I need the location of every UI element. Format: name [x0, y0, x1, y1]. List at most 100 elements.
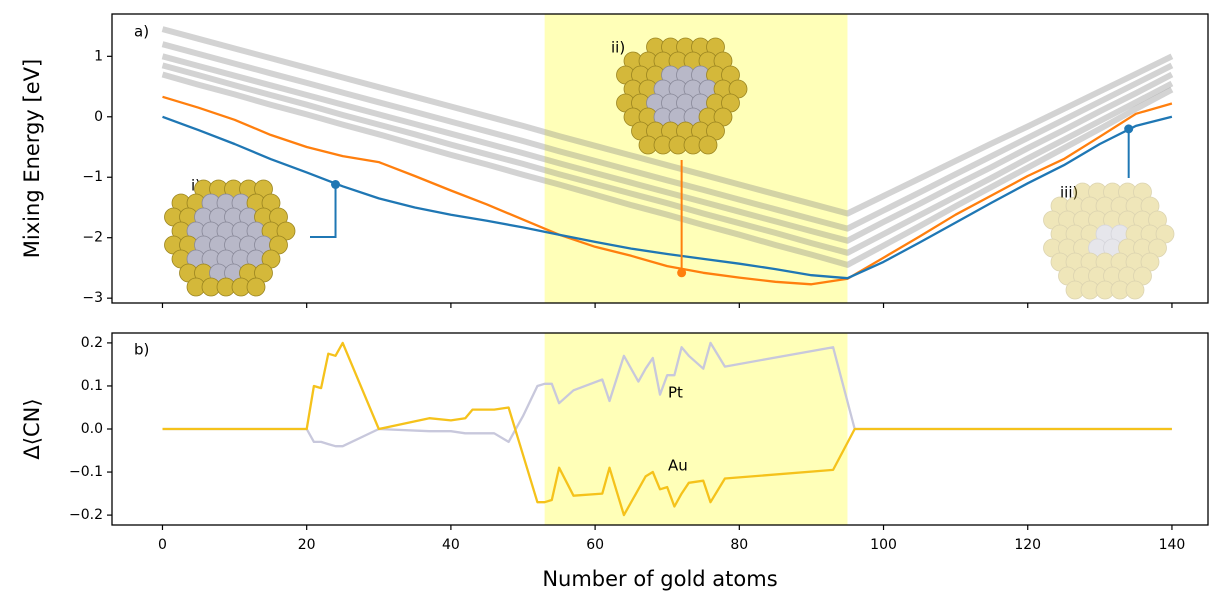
y-tick-label: −3 — [82, 290, 103, 306]
atom — [1125, 280, 1145, 300]
y-axis-label: Δ⟨CN⟩ — [20, 398, 44, 459]
series-line — [162, 95, 1173, 286]
series-line — [161, 53, 1174, 244]
y-tick-label: 0 — [94, 109, 103, 125]
x-axis-label: Number of gold atoms — [542, 567, 777, 591]
atom — [1118, 266, 1137, 286]
x-tick-label: 60 — [586, 537, 604, 553]
nanoparticle — [1043, 182, 1175, 300]
annotation: a) — [134, 23, 149, 41]
atom — [1110, 196, 1130, 216]
marker — [677, 268, 687, 278]
atom — [1118, 238, 1137, 258]
atom — [1080, 252, 1100, 272]
atom — [1140, 196, 1160, 216]
atom — [246, 277, 266, 297]
atom — [1080, 224, 1100, 244]
atom — [1140, 224, 1160, 244]
y-tick-label: 0.1 — [81, 378, 103, 394]
series-label: Pt — [668, 384, 683, 402]
y-tick-label: 1 — [94, 48, 103, 64]
atom — [1125, 224, 1145, 244]
atom — [1065, 252, 1085, 272]
annotation: ii) — [611, 39, 625, 57]
atom — [1065, 280, 1085, 300]
x-tick-label: 20 — [298, 537, 316, 553]
marker — [331, 179, 341, 189]
atom — [1103, 210, 1122, 230]
atom — [1050, 196, 1070, 216]
series-line — [162, 115, 1173, 280]
atom — [1065, 196, 1085, 216]
atom — [1073, 182, 1092, 202]
atom — [1103, 266, 1122, 286]
atom — [1088, 238, 1107, 258]
atom — [1125, 196, 1145, 216]
axes-frame — [111, 13, 1209, 304]
nanoparticle — [616, 37, 748, 155]
annotation: b) — [134, 341, 149, 359]
series-line — [162, 341, 1172, 448]
atom — [1050, 252, 1070, 272]
series-line — [161, 71, 1174, 268]
atom — [1095, 224, 1115, 244]
x-tick-label: 120 — [1014, 537, 1041, 553]
atom — [1118, 182, 1137, 202]
atom — [1080, 196, 1100, 216]
atom — [1140, 252, 1160, 272]
annotation: iii) — [1060, 184, 1078, 202]
atom — [1088, 182, 1107, 202]
atom — [1043, 238, 1062, 258]
atom — [1118, 210, 1137, 230]
atom — [1073, 266, 1092, 286]
nanoparticle — [164, 179, 296, 297]
atom — [1110, 280, 1130, 300]
y-tick-label: 0.2 — [81, 335, 103, 351]
y-axis-label: Mixing Energy [eV] — [20, 59, 44, 258]
atom — [1133, 266, 1152, 286]
atom — [1095, 252, 1115, 272]
y-tick-label: −1 — [82, 169, 103, 185]
x-tick-label: 140 — [1159, 537, 1186, 553]
atom — [1133, 182, 1152, 202]
atom — [1058, 266, 1077, 286]
y-tick-label: 0.0 — [81, 421, 103, 437]
atom — [1103, 182, 1122, 202]
atom — [1088, 266, 1107, 286]
atom — [1043, 210, 1062, 230]
atom — [1095, 196, 1115, 216]
atom — [1095, 280, 1115, 300]
marker — [1124, 124, 1134, 134]
atom — [1088, 210, 1107, 230]
atom — [1133, 210, 1152, 230]
atom — [1065, 224, 1085, 244]
atom — [1125, 252, 1145, 272]
atom — [1050, 224, 1070, 244]
y-tick-label: −0.1 — [69, 464, 103, 480]
series-line — [161, 41, 1174, 232]
atom — [1110, 252, 1130, 272]
atom — [1103, 238, 1122, 258]
series-line — [161, 62, 1174, 256]
atom — [1058, 238, 1077, 258]
atom — [1073, 238, 1092, 258]
x-tick-label: 40 — [442, 537, 460, 553]
atom — [1148, 238, 1167, 258]
y-tick-label: −0.2 — [69, 507, 103, 523]
axes-frame — [111, 332, 1209, 526]
x-tick-label: 100 — [870, 537, 897, 553]
atom — [1148, 210, 1167, 230]
x-tick-label: 80 — [730, 537, 748, 553]
series-line — [162, 341, 1172, 517]
atom — [698, 135, 718, 155]
atom — [1133, 238, 1152, 258]
leader-line — [310, 184, 337, 238]
atom — [1155, 224, 1175, 244]
y-tick-label: −2 — [82, 230, 103, 246]
atom — [1080, 280, 1100, 300]
series-line — [161, 26, 1174, 217]
x-tick-label: 0 — [158, 537, 167, 553]
atom — [1073, 210, 1092, 230]
series-label: Au — [668, 457, 688, 475]
